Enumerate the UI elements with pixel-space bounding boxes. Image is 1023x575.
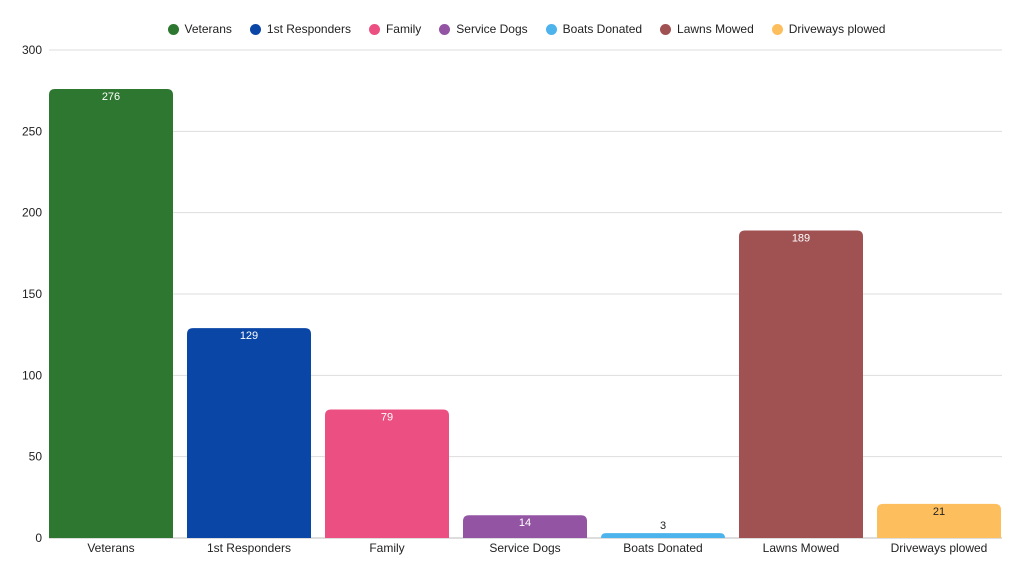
legend-dot-icon <box>771 23 783 35</box>
legend-item: Boats Donated <box>545 22 643 36</box>
legend-item: Family <box>368 22 422 36</box>
x-tick-label: Lawns Mowed <box>763 541 840 555</box>
legend-label: Family <box>385 22 422 36</box>
bar-family <box>325 409 449 538</box>
data-label: 276 <box>102 91 120 103</box>
bar-1st-responders <box>187 328 311 538</box>
x-tick-label: Service Dogs <box>489 541 560 555</box>
y-tick-label: 150 <box>22 287 42 301</box>
x-tick-label: Veterans <box>87 541 134 555</box>
legend-label: Boats Donated <box>562 22 643 36</box>
legend-dot-icon <box>249 23 261 35</box>
x-tick-label: Driveways plowed <box>891 541 988 555</box>
legend-dot-icon <box>368 23 380 35</box>
legend-dot-icon <box>167 23 179 35</box>
x-tick-label: Family <box>369 541 404 555</box>
data-label: 189 <box>792 233 810 245</box>
chart-legend: Veterans 1st Responders Family Service Dogs… <box>0 22 1023 36</box>
legend-label: Service Dogs <box>456 22 528 36</box>
data-label: 3 <box>660 520 666 532</box>
bar-driveways-plowed <box>877 503 1001 538</box>
y-tick-label: 100 <box>22 368 42 382</box>
legend-label: 1st Responders <box>266 22 351 36</box>
legend-item: Lawns Mowed <box>660 22 754 36</box>
y-tick-label: 0 <box>35 531 42 545</box>
legend-item: 1st Responders <box>249 22 351 36</box>
bar-boats-donated <box>601 533 725 538</box>
legend-dot-icon <box>660 23 672 35</box>
legend-dot-icon <box>545 23 557 35</box>
x-tick-label: 1st Responders <box>207 541 291 555</box>
y-tick-label: 250 <box>22 124 42 138</box>
data-label: 79 <box>381 411 393 423</box>
data-label: 129 <box>240 330 258 342</box>
bar-lawns-mowed <box>739 230 863 538</box>
data-label: 14 <box>519 517 531 529</box>
x-tick-label: Boats Donated <box>623 541 702 555</box>
y-tick-label: 300 <box>22 43 42 57</box>
legend-label: Driveways plowed <box>788 22 886 36</box>
legend-item: Service Dogs <box>439 22 528 36</box>
legend-item: Veterans <box>167 22 232 36</box>
legend-label: Veterans <box>184 22 232 36</box>
bar-veterans <box>49 89 173 538</box>
data-label: 21 <box>933 506 945 518</box>
legend-dot-icon <box>439 23 451 35</box>
y-tick-label: 50 <box>29 450 43 464</box>
legend-item: Driveways plowed <box>771 22 886 36</box>
bar-service-dogs <box>463 515 587 538</box>
y-tick-label: 200 <box>22 206 42 220</box>
legend-label: Lawns Mowed <box>677 22 754 36</box>
